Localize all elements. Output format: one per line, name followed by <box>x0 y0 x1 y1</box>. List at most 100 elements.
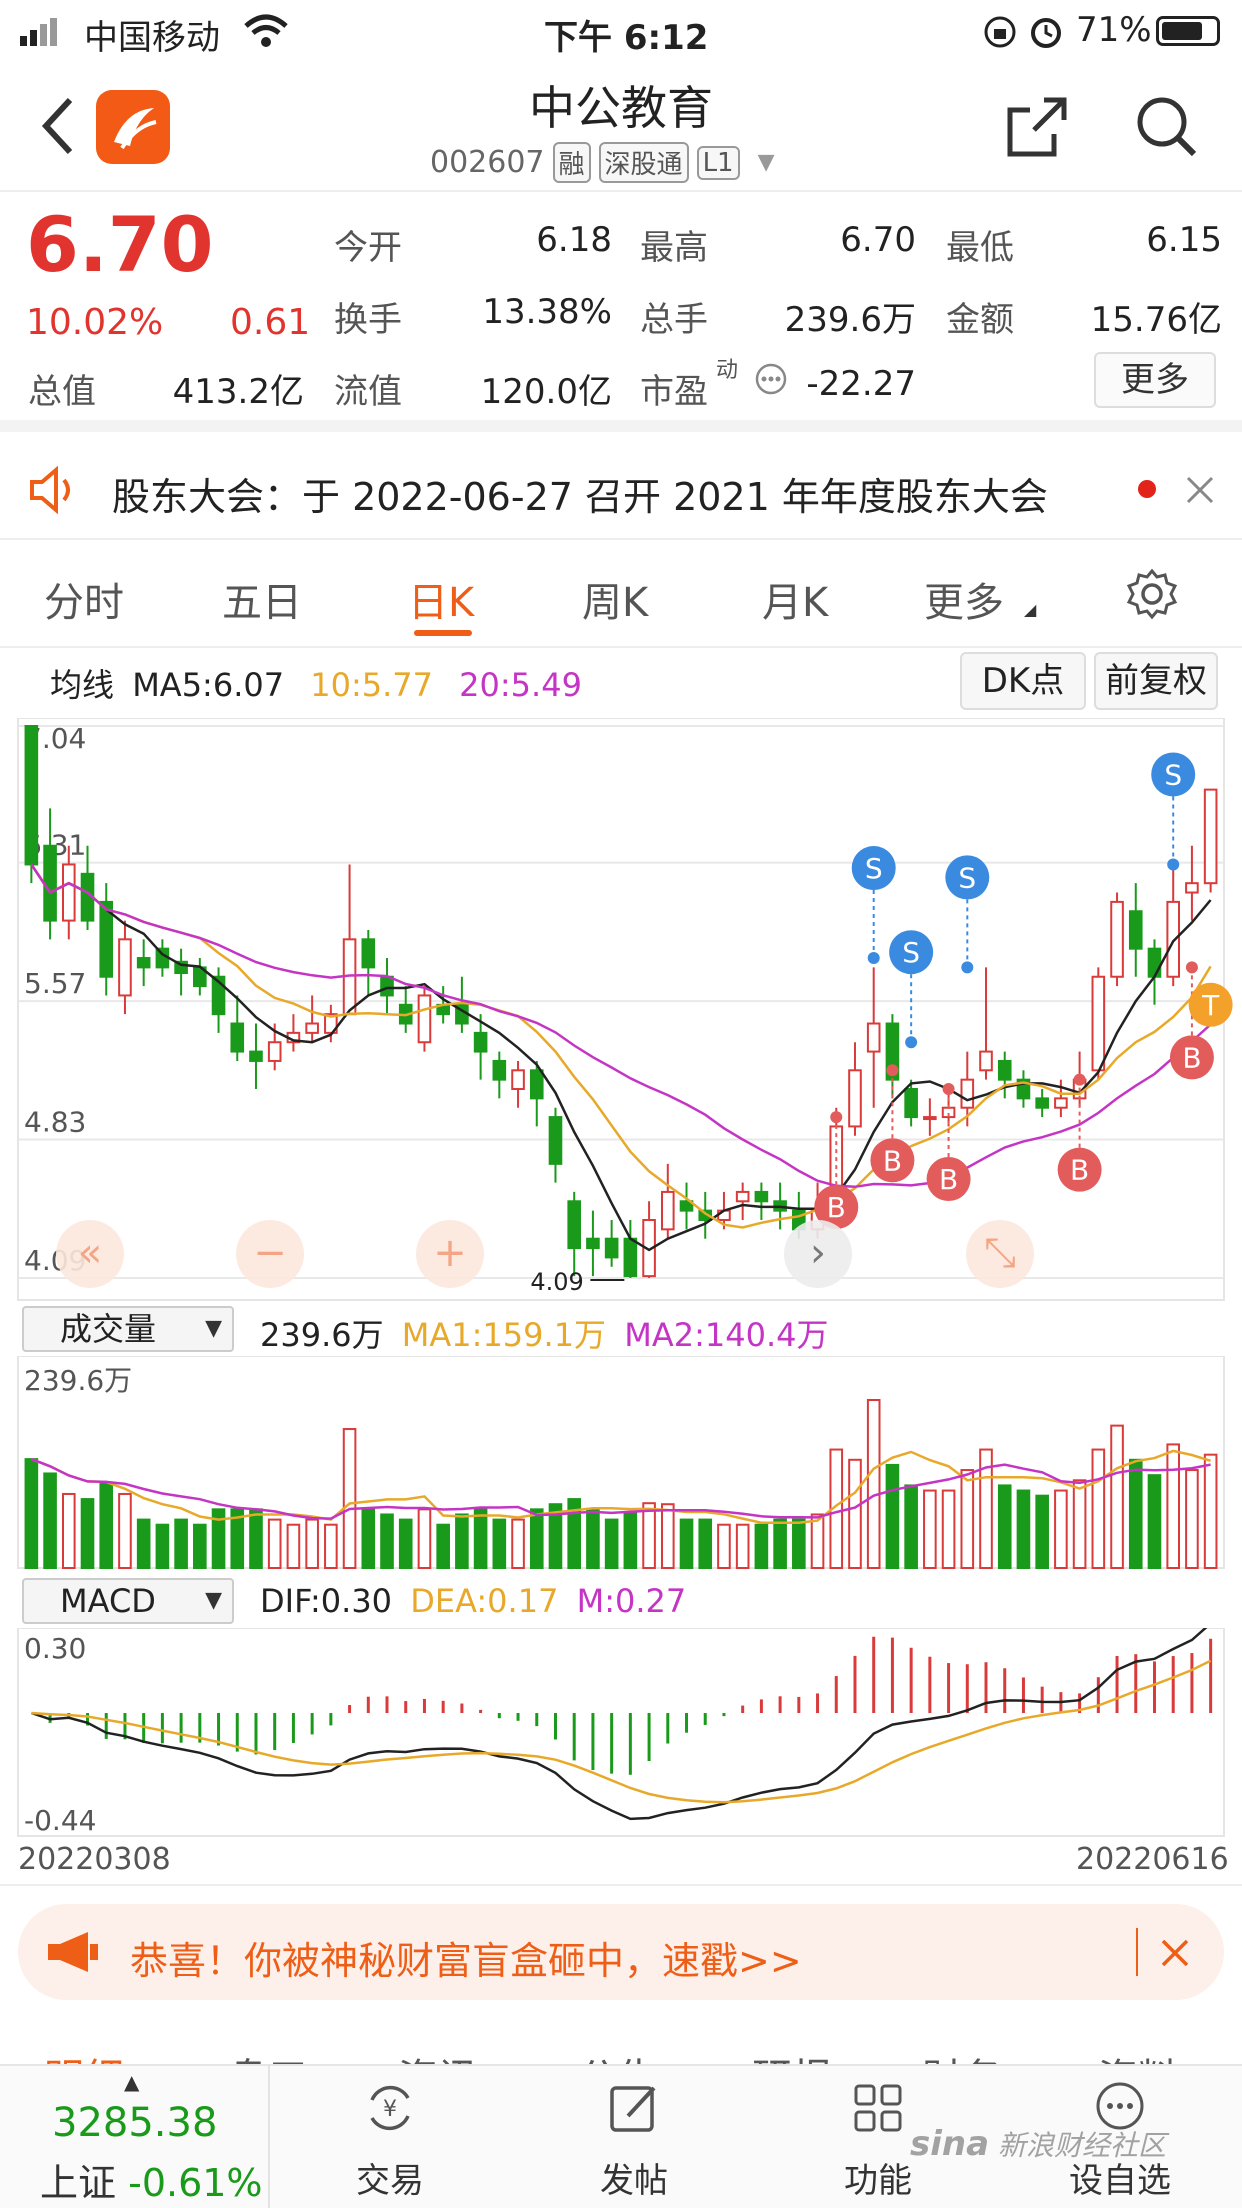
candle-body[interactable] <box>1166 900 1181 978</box>
tab-daily-k[interactable]: 日K <box>408 580 475 626</box>
candle-body[interactable] <box>754 1190 769 1203</box>
volume-chart[interactable]: 239.6万 <box>0 1356 1242 1570</box>
macd-chart[interactable]: 0.30 -0.44 <box>0 1628 1242 1838</box>
back-icon[interactable] <box>38 96 78 156</box>
buy-signal-icon[interactable] <box>870 1138 915 1183</box>
candle-body[interactable] <box>698 1209 713 1221</box>
volume-indicator-select[interactable]: 成交量 ▼ <box>22 1306 234 1352</box>
candle-body[interactable] <box>1091 975 1106 1072</box>
sell-signal-icon[interactable] <box>851 846 896 891</box>
buy-signal-icon[interactable] <box>1057 1147 1102 1192</box>
candle-body[interactable] <box>604 1237 619 1259</box>
buy-signal-icon[interactable] <box>926 1157 971 1202</box>
candle-body[interactable] <box>61 863 76 922</box>
candle-body[interactable] <box>305 1022 319 1034</box>
candle-body[interactable] <box>267 1041 282 1062</box>
share-icon[interactable] <box>1004 94 1070 160</box>
candle-body[interactable] <box>548 1116 563 1165</box>
sell-signal-icon[interactable] <box>1151 752 1196 797</box>
candle-body[interactable] <box>979 1050 993 1072</box>
info-tab-announcements[interactable]: 公告 <box>578 2046 658 2064</box>
info-tab-orderbook[interactable]: 盘口 <box>228 2046 308 2064</box>
candle-body[interactable] <box>511 1069 525 1091</box>
candle-body[interactable] <box>623 1237 638 1278</box>
candle-body[interactable] <box>997 1059 1012 1081</box>
candle-body[interactable] <box>174 960 188 974</box>
settings-gear-icon[interactable] <box>1126 568 1178 620</box>
candle-body[interactable] <box>1128 910 1143 950</box>
info-tab-finance[interactable]: 财务 <box>922 2046 1002 2064</box>
candle-body[interactable] <box>473 1031 488 1053</box>
candle-body[interactable] <box>361 938 376 969</box>
candle-body[interactable] <box>735 1190 750 1203</box>
candle-body[interactable] <box>1035 1097 1049 1109</box>
candle-body[interactable] <box>642 1218 656 1278</box>
candle-body[interactable] <box>923 1116 937 1121</box>
candle-body[interactable] <box>417 994 432 1044</box>
candle-body[interactable] <box>1185 882 1199 894</box>
adjust-button[interactable]: 前复权 <box>1094 652 1218 710</box>
zoom-in-button[interactable] <box>416 1220 484 1288</box>
candle-body[interactable] <box>1054 1097 1068 1109</box>
info-tab-reports[interactable]: 研报 <box>752 2046 832 2064</box>
expand-button[interactable] <box>966 1220 1034 1288</box>
tab-monthly-k[interactable]: 月K <box>762 580 829 626</box>
candle-body[interactable] <box>24 725 39 866</box>
search-icon[interactable] <box>1134 94 1200 160</box>
candle-body[interactable] <box>1203 788 1218 885</box>
candle-body[interactable] <box>249 1050 263 1062</box>
candle-body[interactable] <box>380 975 394 997</box>
candle-body[interactable] <box>679 1200 694 1212</box>
trade-point-icon[interactable] <box>1188 982 1233 1027</box>
candle-body[interactable] <box>211 975 226 1016</box>
candle-body[interactable] <box>567 1200 582 1250</box>
stock-code-row[interactable]: 002607 融 深股通 L1 ▼ <box>430 142 775 183</box>
candle-body[interactable] <box>960 1078 975 1109</box>
candle-body[interactable] <box>848 1069 862 1128</box>
close-notice-icon[interactable] <box>1184 474 1216 506</box>
post-button[interactable]: 发帖 <box>554 2080 714 2202</box>
dk-point-button[interactable]: DK点 <box>960 652 1086 710</box>
notice-bar[interactable] <box>0 446 1242 540</box>
more-quote-button[interactable]: 更多 <box>1094 352 1216 408</box>
tab-intraday[interactable]: 分时 <box>44 580 124 626</box>
trade-button[interactable]: ¥ 交易 <box>310 2080 470 2202</box>
volume-bar <box>286 1523 301 1569</box>
tab-five-day[interactable]: 五日 <box>222 580 302 626</box>
tab-weekly-k[interactable]: 周K <box>582 580 649 626</box>
scroll-right-button[interactable] <box>784 1220 852 1288</box>
candle-body[interactable] <box>118 938 132 997</box>
candle-body[interactable] <box>136 957 151 969</box>
candle-body[interactable] <box>1110 900 1124 978</box>
candle-body[interactable] <box>1147 947 1162 978</box>
tab-more[interactable]: 更多 <box>924 580 1004 626</box>
index-ticker[interactable]: ▲ 3285.38 上证 -0.61% <box>0 2064 270 2208</box>
candle-body[interactable] <box>904 1088 918 1119</box>
sell-signal-icon[interactable] <box>945 855 990 900</box>
macd-indicator-select[interactable]: MACD ▼ <box>22 1578 234 1624</box>
candle-body[interactable] <box>660 1190 675 1231</box>
scroll-left-fast-button[interactable] <box>56 1220 124 1288</box>
add-watchlist-button[interactable]: 设自选 <box>1040 2080 1200 2202</box>
candle-body[interactable] <box>492 1059 507 1081</box>
candle-body[interactable] <box>43 844 57 922</box>
info-tab-detail[interactable]: 明细 <box>44 2046 124 2064</box>
promo-banner[interactable] <box>18 1904 1224 2000</box>
signal-letter: B <box>827 1191 846 1224</box>
info-tab-news[interactable]: 资讯 <box>398 2046 478 2064</box>
close-promo-icon[interactable] <box>1160 1938 1190 1968</box>
candle-body[interactable] <box>866 1022 881 1053</box>
function-button[interactable]: 功能 <box>798 2080 958 2202</box>
candle-body[interactable] <box>586 1237 600 1250</box>
info-icon[interactable] <box>754 362 788 396</box>
sell-signal-icon[interactable] <box>889 930 934 975</box>
candle-body[interactable] <box>230 1022 245 1053</box>
buy-signal-icon[interactable] <box>1169 1035 1214 1080</box>
candle-body[interactable] <box>1016 1078 1031 1100</box>
info-tab-profile[interactable]: 资料 <box>1098 2046 1178 2064</box>
zoom-out-button[interactable] <box>236 1220 304 1288</box>
buy-signal-icon[interactable] <box>814 1185 859 1230</box>
candle-body[interactable] <box>99 900 114 978</box>
candle-body[interactable] <box>529 1069 544 1100</box>
